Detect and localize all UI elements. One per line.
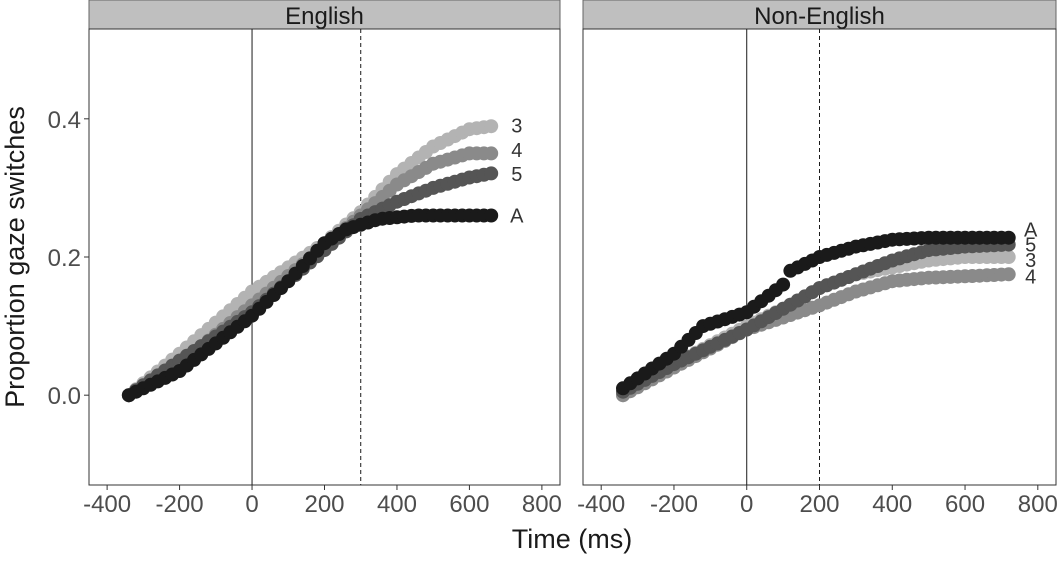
series-end-label: 5 [511,164,522,186]
x-axis: -400 -200 0 200 400 600 800 [577,485,1058,518]
x-tick-label: 600 [449,491,489,518]
series-end-label: A [1024,219,1038,241]
series-end-label: A [510,206,524,228]
series-end-label: 3 [511,116,522,138]
data-point [776,277,791,292]
x-axis-title: Time (ms) [512,524,632,554]
y-axis-title: Proportion gaze switches [0,106,30,408]
y-tick-label: 0.2 [48,245,81,272]
series-end-label: 4 [1025,266,1036,288]
x-tick-label: 200 [304,491,344,518]
data-point [484,166,499,181]
data-point [1001,250,1016,264]
y-axis: 0.0 0.2 0.4 [48,107,89,410]
data-point [484,146,499,161]
series-end-label: 3 [1025,250,1036,272]
x-tick-label: 0 [245,491,258,518]
x-tick-label: 400 [377,491,417,518]
panel-marks: 345 A -400 -200 0 200 400 600 800 [83,29,562,518]
y-tick-label: 0.0 [48,383,81,410]
y-tick-label: 0.4 [48,107,81,134]
series-a [121,208,499,403]
strip-label: Non-English [754,3,885,30]
panel-english: English 345 A -400 -200 0 200 400 600 800 [83,0,562,518]
x-tick-label: 0 [740,491,753,518]
data-point [1001,267,1016,282]
x-tick-label: 200 [799,491,839,518]
x-tick-label: 400 [872,491,912,518]
x-tick-label: -400 [577,491,625,518]
data-point [484,119,499,134]
series-end-label: 5 [1025,235,1036,257]
x-tick-label: 600 [945,491,985,518]
strip-label: English [285,3,364,30]
x-tick-label: 800 [1018,491,1058,518]
x-tick-label: -400 [83,491,131,518]
x-axis: -400 -200 0 200 400 600 800 [83,485,562,518]
panel-strip [88,0,561,30]
x-tick-label: 800 [522,491,562,518]
x-tick-label: -200 [156,491,204,518]
x-tick-label: -200 [650,491,698,518]
series-a [616,230,1016,396]
series-5 [616,237,1016,399]
data-point [1001,230,1016,245]
series-end-label: 4 [511,140,522,162]
data-point [484,208,499,223]
